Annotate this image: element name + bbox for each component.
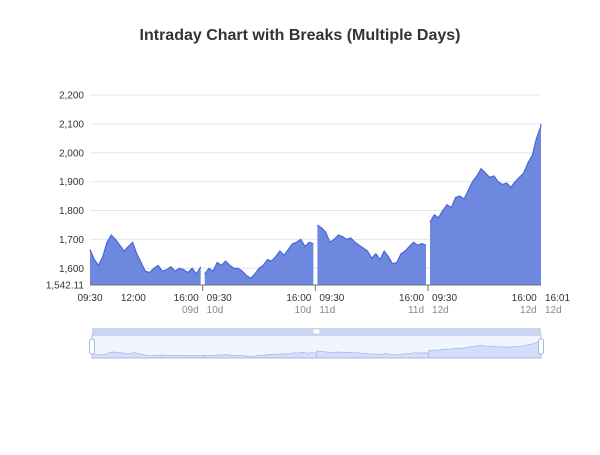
day-line-11d — [317, 224, 427, 265]
x-tick-day: 10d — [295, 305, 312, 316]
x-tick-day: 12d — [432, 305, 449, 316]
day-area-12d — [430, 123, 541, 286]
slider-preview-area — [428, 340, 542, 359]
x-tick-time: 16:01 — [545, 293, 570, 304]
y-tick-label: 1,542.11 — [46, 281, 85, 292]
x-tick-time: 16:00 — [399, 293, 424, 304]
data-zoom-slider[interactable] — [89, 328, 544, 359]
x-tick-day: 12d — [520, 305, 537, 316]
day-line-12d — [429, 123, 542, 223]
x-tick-day: 11d — [408, 305, 424, 316]
slider-right-handle[interactable] — [538, 338, 544, 355]
x-tick-time: 16:00 — [512, 293, 537, 304]
chart-title: Intraday Chart with Breaks (Multiple Day… — [140, 27, 461, 44]
slider-preview-area — [203, 352, 317, 359]
slider-move-handle-icon[interactable] — [313, 329, 320, 334]
day-area-11d — [317, 225, 426, 285]
y-tick-label: 1,800 — [59, 206, 84, 217]
x-tick-time: 09:30 — [207, 293, 232, 304]
x-tick-day: 10d — [207, 305, 224, 316]
x-tick-time: 09:30 — [432, 293, 457, 304]
area-layer — [89, 123, 542, 286]
slider-preview-area — [91, 351, 205, 359]
slider-left-handle[interactable] — [89, 338, 95, 355]
x-tick-day: 12d — [545, 305, 562, 316]
day-line-10d — [204, 238, 314, 280]
x-tick-time: 09:30 — [319, 293, 344, 304]
x-tick-time: 09:30 — [77, 293, 102, 304]
y-tick-label: 2,200 — [59, 91, 84, 102]
y-tick-label: 1,700 — [59, 235, 84, 246]
grid-layer — [90, 94, 541, 269]
y-tick-label: 1,600 — [59, 264, 84, 275]
y-tick-label: 1,900 — [59, 177, 84, 188]
day-area-09d — [90, 235, 201, 285]
axis-layer: 2,200 2,100 2,000 1,900 1,800 1,700 1,600 1,542… — [46, 91, 571, 317]
slider-selection[interactable] — [91, 334, 542, 359]
day-area-10d — [204, 239, 314, 285]
y-tick-label: 2,100 — [59, 119, 84, 130]
x-tick-time: 16:00 — [174, 293, 199, 304]
slider-preview-area — [316, 350, 429, 359]
x-tick-time: 12:00 — [121, 293, 146, 304]
x-tick-day: 09d — [182, 305, 199, 316]
day-line-09d — [89, 234, 202, 276]
x-tick-day: 11d — [319, 305, 335, 316]
x-tick-time: 16:00 — [286, 293, 311, 304]
y-tick-label: 2,000 — [59, 148, 84, 159]
